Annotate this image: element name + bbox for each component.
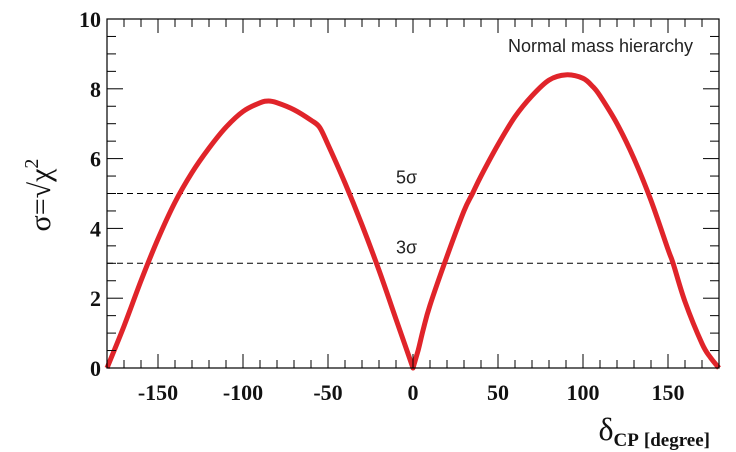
y-tick-label: 4 — [90, 216, 101, 241]
x-tick-label: 100 — [567, 380, 600, 405]
x-axis-label-main: δ — [598, 411, 613, 447]
reference-label: 3σ — [396, 237, 417, 257]
y-tick-label: 0 — [90, 356, 101, 381]
x-tick-label: 0 — [408, 380, 419, 405]
x-tick-label: -50 — [313, 380, 342, 405]
y-tick-label: 8 — [90, 77, 101, 102]
x-axis-label: δCP [degree] — [598, 411, 710, 451]
x-tick-label: 150 — [652, 380, 685, 405]
y-axis-label: σ=√χ2 — [21, 159, 57, 232]
x-axis-label-sub: CP — [614, 430, 640, 451]
chi2-curve — [104, 72, 721, 371]
y-tick-label: 2 — [90, 286, 101, 311]
y-tick-label: 6 — [90, 147, 101, 172]
x-tick-label: 50 — [487, 380, 509, 405]
x-tick-label: -100 — [223, 380, 263, 405]
y-axis-label-main: σ=√χ — [24, 168, 57, 232]
x-axis-label-unit: [degree] — [644, 430, 710, 451]
y-tick-label: 10 — [79, 7, 101, 32]
x-tick-label: -150 — [138, 380, 178, 405]
y-axis-label-sup: 2 — [21, 159, 43, 169]
reference-label: 5σ — [396, 168, 417, 188]
hierarchy-annotation: Normal mass hierarchy — [508, 36, 693, 56]
